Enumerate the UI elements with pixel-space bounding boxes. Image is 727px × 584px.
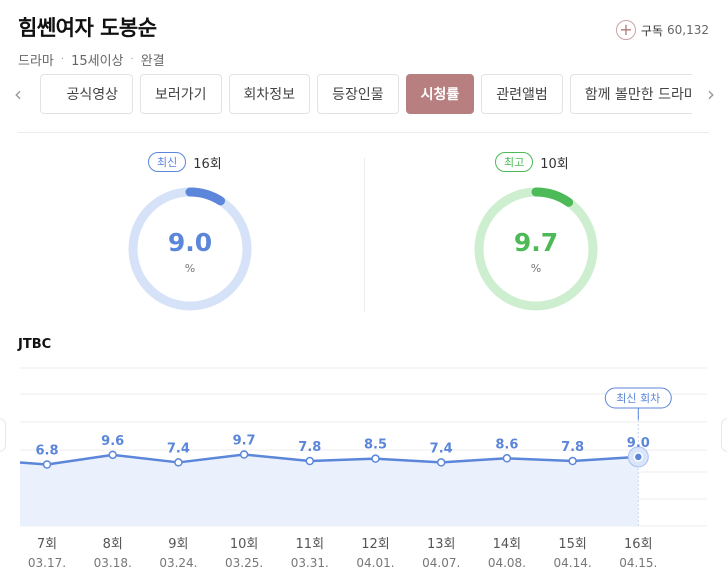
x-tick-date: 04.15. (619, 556, 657, 570)
program-title[interactable]: 힘쎈여자 도봉순 (18, 16, 157, 40)
tab-label: 함께 볼만한 드라마 (584, 87, 692, 103)
best-episode-number: 10회 (540, 156, 569, 172)
status-text: 완결 (140, 54, 165, 69)
tab-list: 공식영상 보러가기 회차정보 등장인물 시청률 관련앨범 함께 볼만한 드라마 (40, 74, 692, 116)
data-label: 7.8 (298, 440, 321, 455)
subscribe-button[interactable]: + 구독 60,132 (615, 20, 709, 40)
data-label: 9.6 (101, 434, 124, 449)
data-label: 7.4 (167, 441, 190, 456)
data-label: 7.4 (430, 441, 453, 456)
data-point (239, 450, 249, 459)
x-tick-date: 03.17. (28, 556, 66, 570)
x-tick-episode: 11회 (296, 537, 325, 552)
genre-text: 드라마 (18, 54, 54, 69)
x-tick-date: 04.08. (488, 556, 526, 570)
tab-label: 회차정보 (243, 87, 296, 103)
tab-ratings[interactable]: 시청률 (405, 74, 475, 114)
chevron-left-icon[interactable]: ‹ (14, 82, 22, 106)
data-point (568, 456, 577, 466)
tab-recommended-dramas[interactable]: 함께 볼만한 드라마 (569, 74, 692, 114)
x-tick-episode: 9회 (168, 537, 188, 552)
tab-official-video[interactable]: 공식영상 (40, 74, 133, 114)
chart-area-fill (20, 454, 639, 526)
best-rating-gauge: 9.7 % (473, 186, 599, 312)
data-label: 7.8 (561, 440, 584, 455)
best-badge: 최고 (495, 152, 534, 172)
data-point (42, 460, 52, 469)
plus-icon: + (615, 20, 636, 40)
best-rating-value: 9.7 (513, 228, 559, 257)
subscribe-label: 구독 (640, 23, 663, 38)
data-label: 8.5 (364, 438, 387, 453)
program-meta: 드라마 · 15세이상 · 완결 (18, 50, 165, 69)
data-point (436, 458, 446, 467)
chart-scroll-right-handle[interactable] (721, 418, 727, 452)
x-tick-date: 03.31. (291, 556, 329, 570)
tab-episode-info[interactable]: 회차정보 (228, 74, 311, 114)
program-header: 힘쎈여자 도봉순 드라마 · 15세이상 · 완결 (18, 12, 165, 69)
section-divider (18, 132, 709, 133)
chart-scroll-left-handle[interactable] (0, 418, 6, 452)
broadcaster-name: JTBC (18, 337, 52, 352)
x-tick-episode: 7회 (37, 537, 57, 552)
data-point (502, 454, 512, 463)
x-tick-date: 03.24. (159, 556, 197, 570)
x-tick-date: 04.14. (554, 556, 592, 570)
x-tick-episode: 12회 (361, 537, 390, 552)
latest-tag-label: 최신 회차 (616, 392, 660, 405)
tab-bar: ‹ 공식영상 보러가기 회차정보 등장인물 시청률 관련앨범 함께 볼만한 드라… (0, 74, 727, 116)
ratings-line-chart: 6.8 7회 03.17. 9.6 8회 03.18. 7.4 9회 03.24. 9.7 10회 0… (19, 367, 707, 570)
percent-unit: % (184, 262, 196, 275)
latest-episode-label: 최신 16회 (148, 152, 222, 172)
gauge-arc (474, 187, 598, 311)
percent-unit: % (530, 262, 542, 275)
latest-rating-value: 9.0 (167, 228, 213, 257)
latest-episode-number: 16회 (193, 156, 222, 172)
gauge-divider (364, 158, 365, 312)
x-tick-episode: 8회 (103, 537, 123, 552)
x-tick-date: 03.25. (225, 556, 263, 570)
data-point (174, 458, 183, 467)
x-tick-episode: 16회 (624, 537, 653, 552)
tab-label: 공식영상 (66, 87, 118, 103)
data-label: 6.8 (35, 444, 58, 459)
x-tick-episode: 15회 (558, 537, 587, 552)
subscriber-count: 60,132 (667, 23, 709, 37)
x-tick-episode: 14회 (493, 537, 522, 552)
x-tick-episode: 13회 (427, 537, 456, 552)
x-tick-episode: 10회 (230, 537, 259, 552)
x-tick-date: 04.07. (422, 556, 460, 570)
tab-label: 보러가기 (155, 87, 207, 103)
separator-dot: · (130, 54, 134, 65)
latest-rating-gauge: 9.0 % (127, 186, 253, 312)
tab-cast[interactable]: 등장인물 (317, 74, 399, 114)
data-point (633, 452, 644, 462)
data-point (305, 456, 315, 466)
tab-watch[interactable]: 보러가기 (140, 74, 222, 114)
x-tick-date: 03.18. (94, 556, 132, 570)
tab-label: 관련앨범 (496, 87, 548, 103)
best-episode-label: 최고 10회 (495, 152, 569, 172)
latest-gauge-ring (128, 187, 252, 311)
separator-dot: · (60, 54, 65, 65)
data-point (108, 450, 117, 460)
tab-label: 등장인물 (332, 87, 384, 103)
tab-label: 시청률 (420, 87, 460, 103)
data-point (371, 454, 380, 463)
chevron-right-icon[interactable]: › (707, 82, 715, 106)
x-tick-date: 04.01. (356, 556, 394, 570)
gauge-arc (128, 187, 252, 311)
age-rating-text: 15세이상 (71, 54, 124, 69)
data-label: 9.7 (233, 433, 256, 448)
data-label: 9.0 (627, 436, 650, 451)
data-label: 8.6 (495, 437, 518, 452)
best-gauge-ring (474, 187, 598, 311)
latest-badge: 최신 (148, 152, 187, 172)
tab-related-album[interactable]: 관련앨범 (481, 74, 563, 114)
